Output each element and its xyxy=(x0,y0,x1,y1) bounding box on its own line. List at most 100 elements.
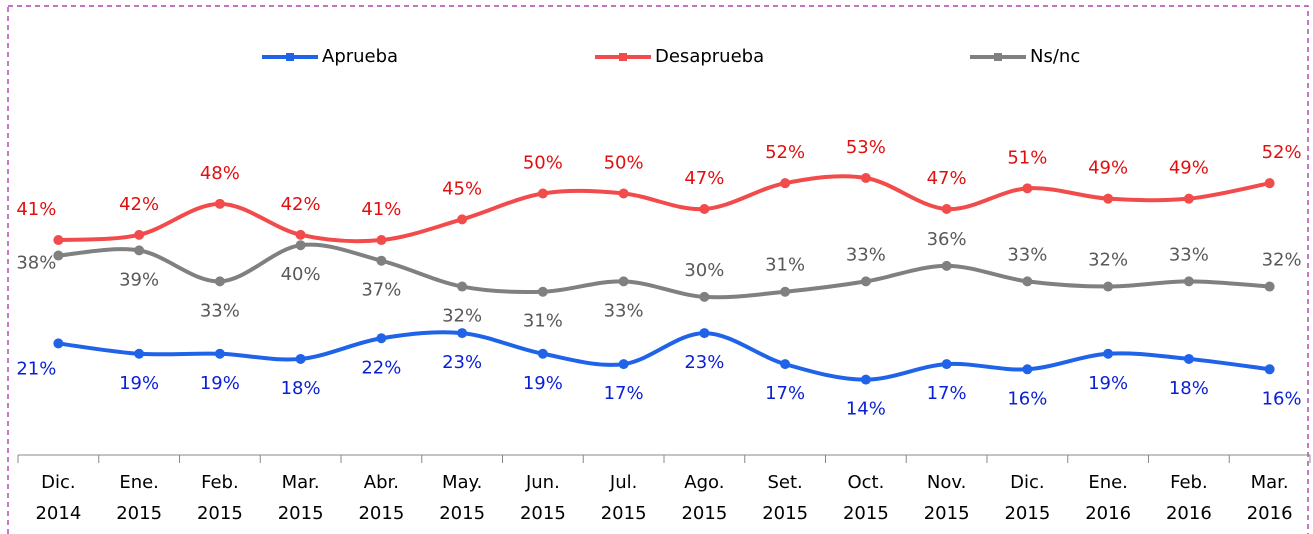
data-label: 51% xyxy=(1007,147,1047,168)
data-label: 22% xyxy=(361,357,401,378)
data-label: 48% xyxy=(200,163,240,184)
data-point xyxy=(537,188,548,199)
data-point xyxy=(860,374,871,385)
data-point xyxy=(214,198,225,209)
data-label: 31% xyxy=(765,255,805,276)
data-point xyxy=(457,214,468,225)
data-point xyxy=(134,229,145,240)
data-point xyxy=(1264,178,1275,189)
x-tick-label: Feb. 2016 xyxy=(1166,472,1212,524)
data-point xyxy=(1183,193,1194,204)
data-point xyxy=(134,245,145,256)
data-point xyxy=(1022,183,1033,194)
data-point xyxy=(780,178,791,189)
x-tick-label: Oct. 2015 xyxy=(843,472,889,524)
data-label: 16% xyxy=(1007,388,1047,409)
data-label: 52% xyxy=(765,142,805,163)
data-label: 42% xyxy=(281,194,321,215)
data-point xyxy=(780,359,791,370)
x-tick-label: Dic. 2014 xyxy=(35,472,81,524)
data-label: 42% xyxy=(119,194,159,215)
data-point xyxy=(1103,348,1114,359)
data-label: 33% xyxy=(846,244,886,265)
data-label: 17% xyxy=(604,383,644,404)
legend-label: Desaprueba xyxy=(655,46,764,67)
data-label: 47% xyxy=(927,168,967,189)
data-point xyxy=(941,359,952,370)
data-point xyxy=(53,338,64,349)
legend-marker xyxy=(286,53,294,61)
data-point xyxy=(376,255,387,266)
data-label: 47% xyxy=(684,168,724,189)
data-label: 39% xyxy=(119,269,159,290)
legend-label: Ns/nc xyxy=(1030,46,1080,67)
x-tick-label: Nov. 2015 xyxy=(924,472,970,524)
data-label: 18% xyxy=(281,378,321,399)
data-point xyxy=(457,281,468,292)
data-point xyxy=(941,204,952,215)
data-label: 41% xyxy=(16,199,56,220)
data-label: 49% xyxy=(1088,158,1128,179)
data-label: 52% xyxy=(1262,142,1302,163)
series-line xyxy=(58,330,1270,382)
x-tick-label: Ene. 2015 xyxy=(116,472,162,524)
x-tick-label: Mar. 2015 xyxy=(278,472,324,524)
data-label: 41% xyxy=(361,199,401,220)
data-label: 23% xyxy=(442,352,482,373)
data-label: 50% xyxy=(523,153,563,174)
data-point xyxy=(860,276,871,287)
data-point xyxy=(53,250,64,261)
data-point xyxy=(295,353,306,364)
data-point xyxy=(134,348,145,359)
data-point xyxy=(941,260,952,271)
data-point xyxy=(699,291,710,302)
data-label: 45% xyxy=(442,178,482,199)
data-point xyxy=(537,286,548,297)
data-label: 18% xyxy=(1169,378,1209,399)
data-point xyxy=(214,348,225,359)
x-tick-label: Set. 2015 xyxy=(762,472,808,524)
data-label: 19% xyxy=(200,373,240,394)
data-point xyxy=(214,276,225,287)
data-label: 19% xyxy=(523,373,563,394)
data-point xyxy=(457,328,468,339)
data-point xyxy=(860,172,871,183)
data-label: 38% xyxy=(16,253,56,274)
data-label: 21% xyxy=(16,358,56,379)
x-tick-label: Ene. 2016 xyxy=(1085,472,1131,524)
data-label: 32% xyxy=(442,306,482,327)
series-line xyxy=(58,242,1270,300)
data-point xyxy=(1103,281,1114,292)
x-tick-label: May. 2015 xyxy=(439,472,485,524)
data-point xyxy=(537,348,548,359)
data-label: 32% xyxy=(1262,250,1302,271)
data-label: 40% xyxy=(281,264,321,285)
data-label: 30% xyxy=(684,260,724,281)
data-label: 14% xyxy=(846,399,886,420)
border xyxy=(7,5,1309,534)
data-point xyxy=(1183,353,1194,364)
data-point xyxy=(1264,364,1275,375)
x-tick-label: Dic. 2015 xyxy=(1004,472,1050,524)
data-point xyxy=(780,286,791,297)
data-label: 36% xyxy=(927,229,967,250)
x-tick-label: Feb. 2015 xyxy=(197,472,243,524)
data-point xyxy=(53,235,64,246)
data-label: 33% xyxy=(1169,244,1209,265)
data-point xyxy=(618,276,629,287)
data-point xyxy=(699,204,710,215)
x-tick-label: Jun. 2015 xyxy=(520,472,566,524)
data-point xyxy=(1022,276,1033,287)
data-label: 19% xyxy=(119,373,159,394)
data-point xyxy=(295,229,306,240)
data-label: 50% xyxy=(604,153,644,174)
legend-marker xyxy=(619,53,627,61)
data-label: 17% xyxy=(765,383,805,404)
data-label: 33% xyxy=(604,300,644,321)
series-line xyxy=(58,174,1271,244)
data-label: 16% xyxy=(1262,388,1302,409)
legend-marker xyxy=(994,53,1002,61)
data-label: 23% xyxy=(684,352,724,373)
data-point xyxy=(1103,193,1114,204)
